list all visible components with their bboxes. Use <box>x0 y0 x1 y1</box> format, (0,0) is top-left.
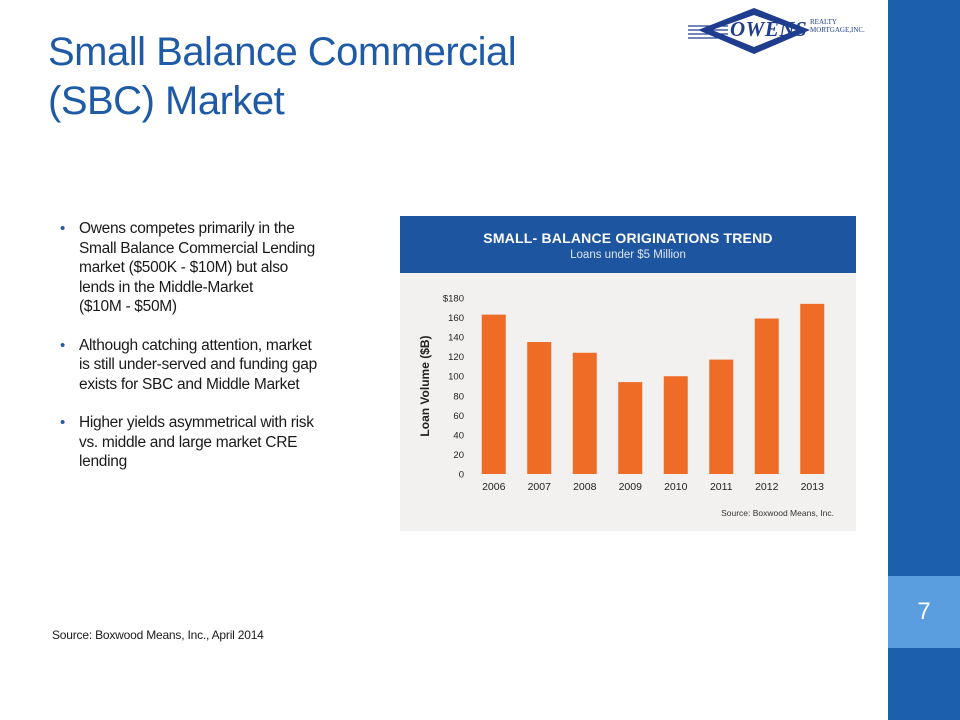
bar-2012 <box>754 318 779 474</box>
bullet-text-line: market ($500K - $10M) but also <box>79 259 288 276</box>
y-tick-label: 160 <box>448 313 464 324</box>
bullet-text-line: Although catching attention, market <box>79 336 312 354</box>
y-tick-label: $180 <box>443 294 464 305</box>
bar-chart: Loan Volume ($B) 0 20 40 60 80 100 120 140 160 $18… <box>418 294 825 493</box>
logo-subtext: REALTY MORTGAGE,INC. <box>810 18 865 34</box>
y-tick-label: 80 <box>453 391 464 402</box>
bullet-list: • Owens competes primarily in the Small Ba… <box>58 219 388 491</box>
bar-2011 <box>709 359 734 474</box>
y-tick-label: 20 <box>453 450 464 461</box>
x-tick-label: 2011 <box>710 481 733 493</box>
bar-2006 <box>481 314 506 474</box>
bullet-text-line: ($10M - $50M) <box>79 298 177 315</box>
bullet-item: • Higher yields asymmetrical with risk vs.… <box>58 413 388 472</box>
y-tick-label: 60 <box>453 411 464 422</box>
chart-source: Source: Boxwood Means, Inc. <box>721 508 834 518</box>
x-tick-label: 2007 <box>528 481 552 493</box>
logo-sub-line-1: REALTY <box>810 18 837 26</box>
bullet-dot-icon: • <box>60 336 65 354</box>
logo-name: OWENS <box>730 17 808 41</box>
bullet-dot-icon: • <box>60 414 65 431</box>
x-tick-label: 2013 <box>801 481 825 493</box>
bullet-text-line: is still under-served and funding gap <box>79 356 317 373</box>
chart-panel: SMALL- BALANCE ORIGINATIONS TREND Loans … <box>400 216 856 531</box>
bullet-text-line: Higher yields asymmetrical with risk <box>79 414 314 431</box>
bullet-item: • Owens competes primarily in the Small Ba… <box>58 219 388 317</box>
bullet-dot-icon: • <box>60 220 65 237</box>
bar-2010 <box>663 376 688 474</box>
slide-title-line-1: Small Balance Commercial <box>48 30 517 74</box>
page-number: 7 <box>888 576 960 648</box>
bullet-text-line: vs. middle and large market CRE <box>79 433 298 451</box>
x-tick-label: 2006 <box>482 481 506 493</box>
bar-2008 <box>572 352 597 474</box>
slide-title: Small Balance Commercial (SBC) Market <box>48 28 668 126</box>
y-tick-label: 40 <box>453 430 464 441</box>
y-tick-label: 0 <box>459 470 464 481</box>
owens-logo: OWENS REALTY MORTGAGE,INC. <box>688 6 884 58</box>
y-tick-label: 100 <box>448 372 464 383</box>
bullet-text-line: Small Balance Commercial Lending <box>79 239 315 257</box>
y-tick-label: 120 <box>448 352 464 363</box>
bullet-text-line: lends in the Middle-Market <box>79 278 253 296</box>
logo-sub-line-2: MORTGAGE,INC. <box>810 26 865 34</box>
bullet-item: • Although catching attention, market is s… <box>58 336 388 395</box>
bullet-text-line: exists for SBC and Middle Market <box>79 375 300 393</box>
bar-2007 <box>527 342 552 474</box>
y-tick-label: 140 <box>448 333 464 344</box>
slide-source: Source: Boxwood Means, Inc., April 2014 <box>52 628 264 642</box>
logo-diamond-icon <box>688 8 810 54</box>
x-tick-label: 2010 <box>664 481 688 493</box>
bar-2009 <box>618 382 643 474</box>
x-tick-label: 2012 <box>755 481 779 493</box>
bar-2013 <box>800 303 825 474</box>
x-tick-label: 2008 <box>573 481 597 493</box>
x-tick-label: 2009 <box>619 481 643 493</box>
chart-title: SMALL- BALANCE ORIGINATIONS TREND <box>483 230 773 246</box>
bullet-text-line: lending <box>79 453 127 470</box>
chart-header: SMALL- BALANCE ORIGINATIONS TREND Loans … <box>400 216 856 273</box>
slide-title-line-2: (SBC) Market <box>48 79 285 123</box>
y-axis-label: Loan Volume ($B) <box>418 335 432 436</box>
bullet-text-line: Owens competes primarily in the <box>79 220 295 237</box>
chart-subtitle: Loans under $5 Million <box>570 249 686 261</box>
